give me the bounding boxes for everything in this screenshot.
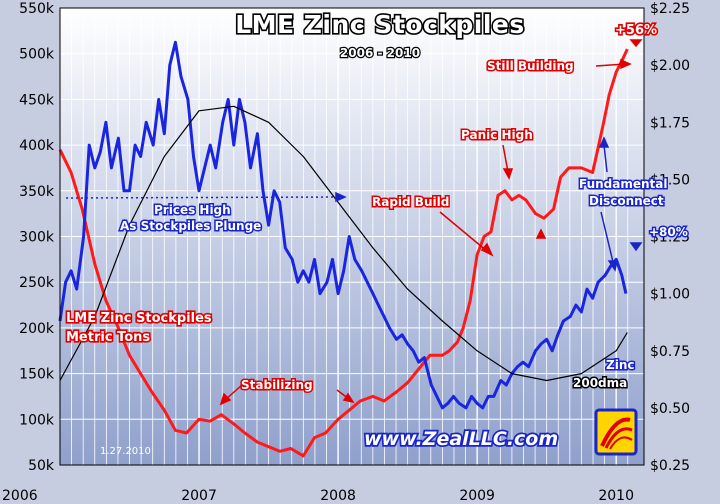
series-lines (58, 40, 629, 458)
y-right-tick-label: $2.25 (650, 1, 690, 17)
annotation-200dma: 200dma (573, 376, 627, 390)
y-right-tick-label: $1.25 (650, 230, 690, 246)
arrow-prices-high (65, 196, 339, 199)
arrowhead-stabilizing-right (342, 392, 355, 404)
y-right-tick-label: $0.75 (650, 344, 690, 360)
arrowhead-still-building (620, 58, 632, 70)
y-right-tick-label: $0.50 (650, 401, 690, 417)
y-right-tick-label: $1.50 (650, 172, 690, 188)
series-line-1 (58, 40, 628, 410)
y-left-tick-label: 350k (19, 184, 55, 200)
x-tick-label: 2010 (598, 488, 634, 504)
annotation-plus80: +80% (649, 225, 688, 239)
arrowhead-panic-high (502, 168, 514, 180)
annotation-zinc: Zinc (606, 358, 634, 372)
arrow-disconnect (600, 211, 614, 263)
y-left-tick-label: 100k (19, 412, 55, 428)
grid-lines (60, 8, 644, 465)
annotation-stabilizing: Stabilizing (241, 378, 313, 392)
series-line-0 (58, 48, 629, 458)
arrow-panic-high (502, 144, 509, 173)
marker-plus56 (629, 39, 643, 48)
annotation-plus56: +56% (615, 23, 657, 38)
arrowhead-disconnect (607, 260, 618, 272)
chart-subtitle: 2006 - 2010 (340, 46, 420, 60)
annotation-still-building: Still Building (487, 59, 574, 73)
annotation-prices-high: Prices High (154, 203, 231, 217)
y-left-tick-label: 450k (19, 92, 55, 108)
annotation-as-stockpiles-plunge: As Stockpiles Plunge (120, 219, 261, 233)
chart-title: LME Zinc Stockpiles (235, 10, 525, 39)
arrowhead-rapid-build (480, 242, 494, 257)
y-left-tick-label: 150k (19, 367, 55, 383)
x-tick-label: 2007 (181, 488, 217, 504)
y-right-tick-label: $2.00 (650, 58, 690, 74)
y-left-tick-label: 300k (19, 230, 55, 246)
arrowhead-stabilizing-left (219, 392, 232, 406)
plot-border (59, 7, 645, 466)
y-right-tick-label: $1.00 (650, 287, 690, 303)
date-stamp: 1.27.2010 (100, 446, 151, 457)
annotation-stockpiles-label: LME Zinc Stockpiles (66, 311, 212, 326)
arrow-still-building (595, 63, 626, 67)
y-right-tick-label: $0.25 (650, 458, 690, 474)
arrowhead-prices-high (335, 191, 347, 203)
x-tick-label: 2009 (459, 488, 495, 504)
arrow-rapid-build (439, 211, 489, 253)
website-label: www.ZealLLC.com (364, 428, 558, 450)
x-tick-label: 2008 (320, 488, 356, 504)
annotation-metric-tons: Metric Tons (66, 330, 150, 345)
y-left-tick-label: 550k (19, 1, 55, 17)
y-left-tick-label: 400k (19, 138, 55, 154)
red-arrows (219, 39, 643, 406)
y-right-tick-label: $1.75 (650, 115, 690, 131)
annotation-rapid-build: Rapid Build (372, 195, 449, 209)
y-left-tick-label: 50k (28, 458, 55, 474)
blue-arrows (65, 136, 643, 272)
marker-plus80 (629, 242, 643, 252)
annotation-panic-high: Panic High (461, 128, 533, 142)
axis-ticks: 50k 100k 150k 200k 250k 300k 350k 400k 450k 500k 5… (2, 1, 690, 504)
x-tick-label: 2006 (2, 488, 38, 504)
arrow-fundamental (603, 144, 608, 173)
series-line-2 (59, 105, 628, 382)
y-left-tick-label: 200k (19, 321, 55, 337)
y-left-tick-label: 500k (19, 47, 55, 63)
annotation-fundamental: Fundamental (579, 177, 668, 191)
marker-low (535, 228, 547, 239)
annotation-disconnect: Disconnect (589, 194, 664, 208)
zeal-logo-icon (594, 408, 638, 456)
arrowhead-fundamental (598, 136, 610, 148)
y-left-tick-label: 250k (19, 275, 55, 291)
